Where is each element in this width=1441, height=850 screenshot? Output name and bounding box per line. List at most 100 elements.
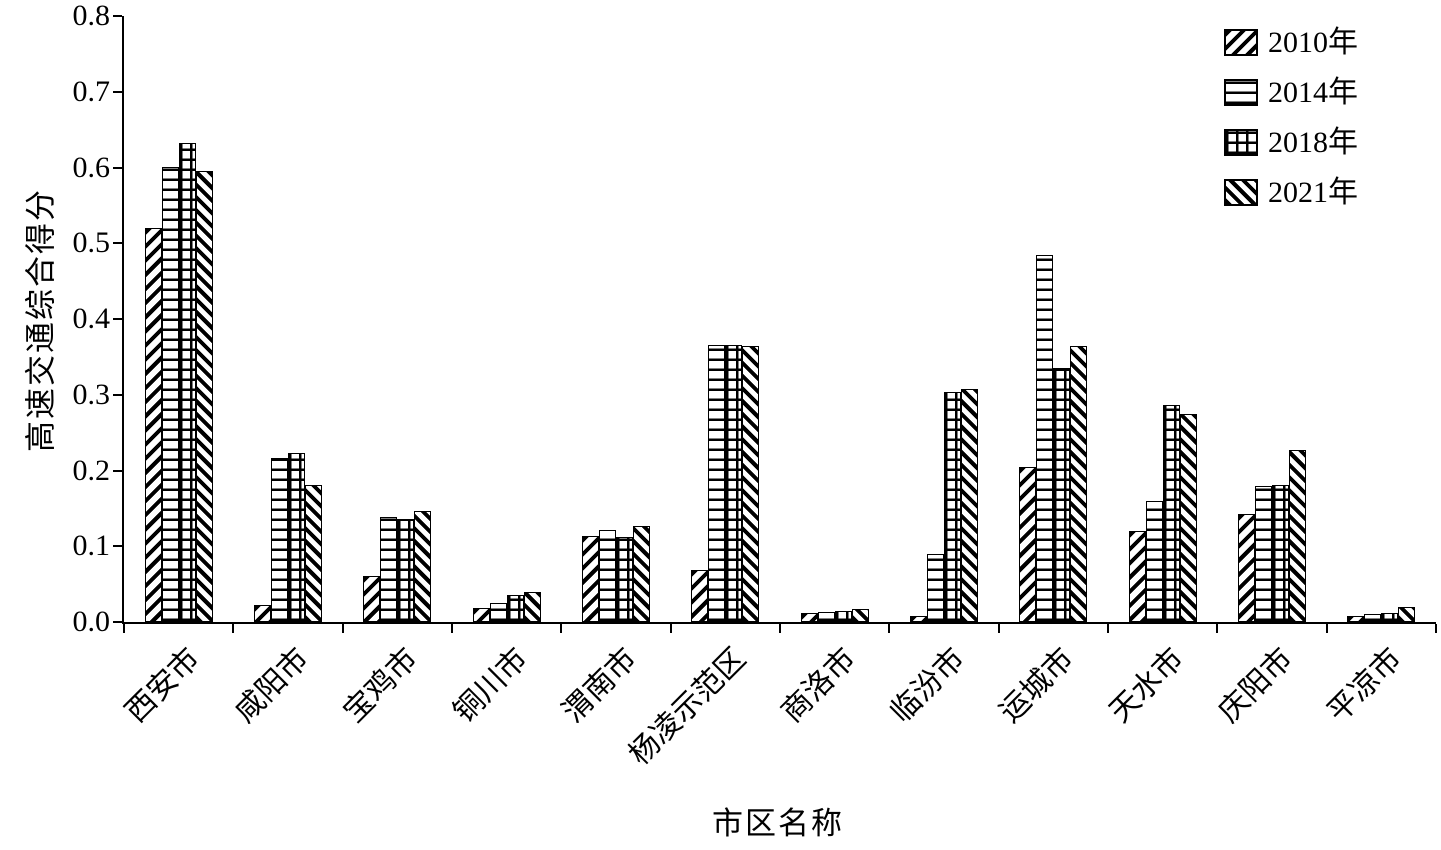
legend-label: 2021年 <box>1268 176 1358 209</box>
bar <box>178 142 196 622</box>
legend-item: 2014年 <box>1224 76 1358 109</box>
bar <box>691 569 709 622</box>
bar <box>1289 450 1306 622</box>
bar <box>1381 612 1399 622</box>
bar <box>1272 484 1289 622</box>
x-tick <box>341 624 344 633</box>
y-tick <box>113 90 122 93</box>
legend-item: 2018年 <box>1224 126 1358 159</box>
x-axis-labels: 西安市 咸阳市 宝鸡市 铜川市 渭南市 杨凌示范区 商洛市 临汾市 运城市 天水市 庆阳市 平凉市 <box>119 630 1434 810</box>
bar <box>288 453 305 622</box>
bar <box>1238 513 1255 622</box>
bar <box>472 607 490 622</box>
bar <box>1036 254 1054 622</box>
x-tick <box>779 624 781 633</box>
bar <box>708 344 726 622</box>
y-tick-label: 0.7 <box>72 74 111 108</box>
bars-layer <box>124 16 1436 622</box>
x-tick <box>669 624 672 633</box>
legend-label: 2014年 <box>1268 76 1358 109</box>
x-tick <box>560 624 563 633</box>
y-tick <box>113 15 122 17</box>
bar <box>582 535 599 622</box>
bar <box>305 484 322 622</box>
bar <box>817 612 835 622</box>
bar <box>506 594 524 622</box>
x-tick <box>997 624 1000 633</box>
bar <box>742 346 760 622</box>
x-tick <box>123 624 125 633</box>
bar <box>910 615 927 622</box>
x-tick-label: 杨凌示范区 <box>623 642 753 772</box>
x-axis-title: 市区名称 <box>712 806 844 841</box>
diagonal-forward-hatch-swatch-icon <box>1224 29 1258 56</box>
bar <box>834 610 852 622</box>
x-tick <box>1435 624 1437 633</box>
bar <box>363 575 381 622</box>
x-tick-label: 咸阳市 <box>228 642 316 729</box>
bar <box>161 166 179 622</box>
x-tick <box>1107 624 1109 633</box>
bar <box>1179 413 1197 622</box>
legend-label: 2018年 <box>1268 126 1358 159</box>
bar <box>633 525 650 622</box>
bar <box>851 609 869 622</box>
bar <box>1019 467 1037 622</box>
bar <box>1145 500 1163 622</box>
y-tick-label: 0.8 <box>72 0 111 32</box>
y-tick <box>113 469 122 472</box>
bar <box>271 457 288 622</box>
x-tick-label: 平凉市 <box>1321 642 1409 729</box>
diagonal-back-hatch-swatch-icon <box>1224 179 1258 206</box>
y-tick-label: 0.4 <box>72 302 111 335</box>
grid-crosshatch-swatch-icon <box>1224 129 1258 156</box>
bar <box>1053 368 1071 622</box>
x-tick-label: 宝鸡市 <box>337 642 425 729</box>
legend-item: 2010年 <box>1224 26 1358 59</box>
bar <box>800 612 818 622</box>
y-tick-label: 0.6 <box>72 150 111 184</box>
x-tick <box>232 624 235 633</box>
y-tick <box>113 166 122 169</box>
x-tick <box>1325 624 1328 633</box>
bar <box>1070 345 1088 622</box>
legend-item: 2021年 <box>1224 176 1358 209</box>
x-tick-label: 临汾市 <box>884 642 972 729</box>
bar <box>414 511 432 622</box>
y-tick-label: 0.2 <box>72 453 111 487</box>
bar <box>616 537 633 622</box>
x-tick <box>888 624 891 633</box>
bar <box>1162 404 1180 622</box>
y-tick-label: 0.0 <box>72 605 111 638</box>
x-tick <box>451 624 453 633</box>
y-tick-label: 0.3 <box>72 377 111 411</box>
y-tick <box>113 318 122 320</box>
bar <box>1398 606 1416 622</box>
bar <box>380 516 398 622</box>
bar <box>944 392 961 622</box>
bar <box>927 553 944 622</box>
bar <box>397 518 415 622</box>
legend-label: 2010年 <box>1268 26 1358 59</box>
bar <box>489 603 507 622</box>
plot-area: 0.0 0.1 0.2 0.3 0.4 0.5 0.6 0.7 0.8 2010年 2014年 20… <box>73 0 1437 638</box>
y-tick <box>113 393 122 396</box>
bar <box>1347 615 1365 622</box>
bar <box>254 605 271 622</box>
bar <box>725 344 743 622</box>
x-tick-label: 商洛市 <box>775 642 863 729</box>
bar <box>1255 486 1272 622</box>
x-tick-label: 庆阳市 <box>1212 642 1300 729</box>
x-tick-label: 运城市 <box>993 642 1081 729</box>
bar <box>1128 531 1146 622</box>
y-tick <box>113 545 122 548</box>
bar <box>523 591 541 622</box>
legend: 2010年 2014年 2018年 2021年 <box>1224 26 1358 209</box>
horizontal-lines-hatch-swatch-icon <box>1224 79 1258 106</box>
y-tick-label: 0.1 <box>72 529 111 563</box>
y-tick-label: 0.5 <box>72 226 111 260</box>
bar <box>195 171 213 622</box>
y-tick <box>113 242 122 245</box>
x-tick-label: 西安市 <box>119 642 207 729</box>
